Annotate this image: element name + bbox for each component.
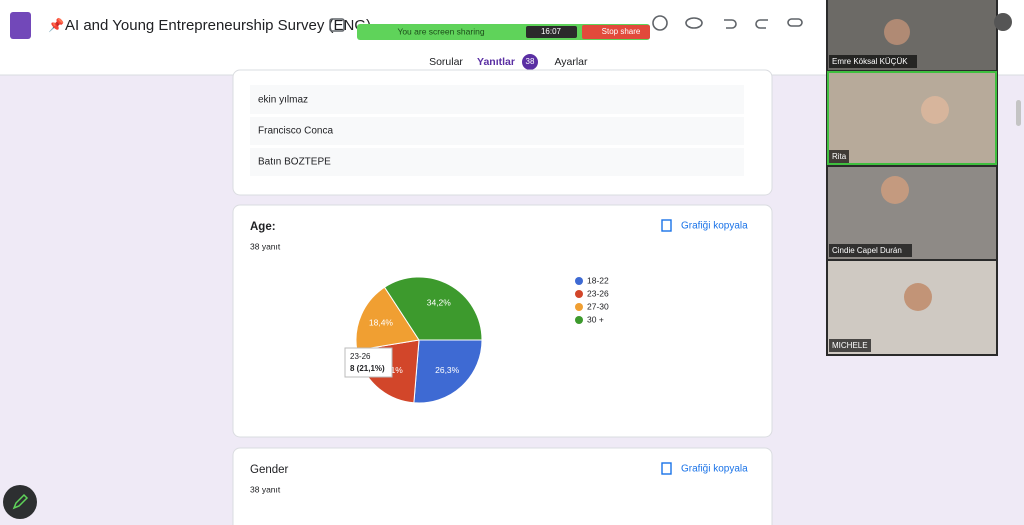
undo-icon[interactable] [724, 19, 737, 29]
response-row [250, 117, 744, 145]
tab-active[interactable]: Yanıtlar [477, 56, 515, 68]
folder-icon[interactable] [329, 18, 345, 32]
toolbar-icons [652, 15, 803, 31]
video-tile-active [827, 71, 997, 165]
scrollbar[interactable] [1016, 100, 1021, 126]
name-tag [829, 339, 871, 352]
palette-icon[interactable] [652, 15, 668, 31]
tooltip-value: 8 (21,1%) [350, 364, 385, 373]
tab[interactable]: Sorular [429, 56, 463, 68]
response-count: 38 yanıt [250, 484, 281, 494]
pencil-icon [12, 493, 29, 510]
slice-label: 18,4% [369, 317, 394, 327]
copy-chart[interactable]: Grafiği kopyala [681, 464, 748, 475]
pie-slice [413, 339, 483, 404]
form-title: AI and Young Entrepreneurship Survey (EN… [65, 17, 371, 34]
legend-label: 27-30 [587, 301, 609, 311]
name-tag [829, 55, 917, 68]
name-tag [829, 150, 849, 163]
redo-icon[interactable] [755, 19, 768, 29]
avatar[interactable] [994, 13, 1012, 31]
share-message: You are screen sharing [397, 26, 484, 36]
forms-icon[interactable] [10, 12, 31, 39]
participant-name: Rita [832, 152, 847, 161]
slice-label: 34,2% [427, 298, 452, 308]
face [884, 19, 910, 45]
response-text: Francisco Conca [258, 126, 333, 137]
response-text: ekin yılmaz [258, 95, 308, 106]
preview-icon[interactable] [685, 17, 703, 29]
tooltip-category: 23-26 [350, 352, 371, 361]
gender-card [232, 447, 773, 525]
response-text: Batın BOZTEPE [258, 157, 331, 168]
tooltip-box [344, 347, 393, 378]
legend-swatch [575, 290, 583, 298]
link-icon[interactable] [787, 18, 803, 27]
response-row [250, 85, 744, 114]
edit-button[interactable] [3, 485, 37, 519]
question-title: Gender [250, 464, 289, 476]
legend-label: 18-22 [587, 275, 609, 285]
tab[interactable]: Ayarlar [554, 56, 588, 68]
copy-chart[interactable]: Grafiği kopyala [681, 221, 748, 232]
stop-share[interactable] [582, 25, 650, 39]
video-tile [828, 167, 996, 259]
participant-name: Emre Köksal KÜÇÜK [832, 57, 908, 66]
timer-box [526, 26, 577, 38]
slice-label: 26,3% [435, 365, 460, 375]
copy-icon[interactable] [661, 462, 672, 475]
question-title: Age: [250, 221, 276, 233]
pin: 📌 [48, 16, 64, 32]
legend-swatch [575, 316, 583, 324]
response-row [250, 148, 744, 176]
face [904, 283, 932, 311]
name-tag [829, 244, 912, 257]
legend: 18-22 23-26 27-30 30 + [575, 275, 609, 324]
face [881, 176, 909, 204]
participant-name: Cindie Capel Durán [832, 246, 902, 255]
badge-count: 38 [526, 57, 535, 66]
pie-chart: 26,3%21,1%18,4%34,2% [355, 276, 483, 404]
face [921, 96, 949, 124]
copy-icon[interactable] [661, 219, 672, 232]
participant-name: MICHELE [832, 341, 868, 350]
age-card [232, 204, 773, 438]
stop-share-label[interactable]: Stop share [602, 27, 641, 36]
response-count: 38 yanıt [250, 241, 281, 251]
legend-swatch [575, 277, 583, 285]
legend-label: 23-26 [587, 288, 609, 298]
badge [522, 54, 538, 70]
pie-slice [383, 276, 483, 341]
timer: 16:07 [541, 27, 562, 36]
legend-swatch [575, 303, 583, 311]
tooltip: 23-26 8 (21,1%) [344, 347, 393, 378]
pie-slice [355, 286, 420, 351]
legend-label: 30 + [587, 314, 604, 324]
